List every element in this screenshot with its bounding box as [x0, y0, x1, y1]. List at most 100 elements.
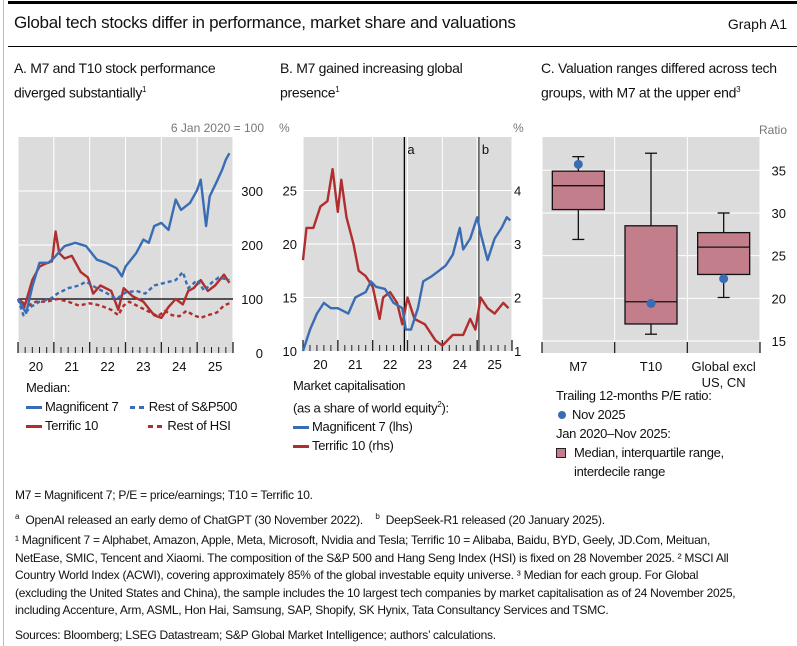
panel-b-x-tick-label: 23 [418, 357, 432, 372]
legend-item-m7: Magnificent 7 [45, 399, 119, 414]
legend-swatch-hsi [148, 425, 165, 429]
legend-b-subheading: (as a share of world equity [293, 400, 438, 416]
panel-b-x-tick-label: 21 [348, 357, 362, 372]
panel-b-left-unit: % [279, 121, 290, 135]
panel-b-left-tick-label: 15 [283, 291, 297, 306]
legend-swatch-sp500 [129, 406, 146, 410]
footnote-line: ¹ Magnificent 7 = Alphabet, Amazon, Appl… [15, 533, 711, 547]
box-iqr [624, 225, 678, 325]
footnote-ref: 1 [142, 85, 147, 94]
panel-c-y-tick-label: 15 [772, 334, 786, 349]
panel-a-y-tick-label: 0 [256, 346, 263, 361]
footnote-line: including Accenture, Arm, ASML, Hon Hai,… [15, 603, 609, 617]
legend-item-box-cont: interdecile range [574, 464, 666, 479]
panel-a-x-tick-label: 23 [136, 359, 150, 374]
nov-2025-dot [646, 298, 656, 308]
panel-b-right-tick-label: 1 [514, 344, 521, 359]
legend-c-heading: Trailing 12-months P/E ratio: [556, 388, 712, 403]
footnote-ref: 2 [437, 400, 442, 409]
panel-b-x-tick-label: 24 [453, 357, 467, 372]
footnote-ref: 1 [335, 85, 340, 94]
legend-item-nov2025: Nov 2025 [572, 407, 626, 422]
panel-c-y-tick-label: 25 [772, 249, 786, 264]
category-label: M7 [569, 359, 587, 374]
category-label: Global excl [692, 359, 756, 374]
panel-b-x-tick-label: 22 [383, 357, 397, 372]
legend-b-heading: Market capitalisation [293, 378, 406, 393]
note-a: OpenAI released an early demo of ChatGPT… [25, 512, 364, 527]
footnote-line: Country World Index (ACWI), covering app… [15, 568, 699, 582]
header-rule [8, 46, 797, 47]
panel-a-y-tick-label: 100 [241, 292, 263, 307]
note-b: DeepSeek-R1 released (20 January 2025). [385, 512, 605, 527]
frame-border [3, 0, 4, 646]
note-a-mark: a [15, 511, 20, 521]
panel-b-x-tick-label: 25 [487, 357, 501, 372]
legend-c: Trailing 12-months P/E ratio: Nov 2025 J… [556, 386, 724, 481]
panel-b-left-tick-label: 25 [283, 184, 297, 199]
footnotes: M7 = Magnificent 7; P/E = price/earnings… [15, 487, 736, 644]
nov-2025-dot [719, 274, 729, 284]
panel-b-right-unit: % [513, 121, 524, 135]
event-label-a: a [407, 142, 415, 157]
panel-b-x-tick-label: 20 [313, 357, 327, 372]
panel-b-left-tick-label: 10 [283, 344, 297, 359]
footnote-line: NetEase, SMIC, Tencent and Xiaomi. The c… [15, 550, 729, 565]
panel-c-y-tick-label: 20 [772, 291, 786, 306]
panel-b-title-text: B. M7 gained increasing global presence [280, 60, 463, 101]
panel-c-title-text: C. Valuation ranges differed across tech… [541, 60, 777, 101]
series-line-magnificent-7-lhs [301, 216, 512, 352]
abbreviations: M7 = Magnificent 7; P/E = price/earnings… [15, 488, 313, 502]
panel-b-right-tick-label: 2 [514, 291, 521, 306]
top-rule [8, 1, 797, 4]
legend-a-heading: Median: [26, 380, 71, 395]
legend-swatch-m7-lhs [293, 426, 309, 430]
panel-c-unit-label: Ratio [759, 123, 787, 137]
panel-b-right-tick-label: 3 [514, 237, 521, 252]
legend-item-hsi: Rest of HSI [167, 418, 231, 433]
panel-a-x-tick-label: 20 [29, 359, 43, 374]
panel-a-y-tick-label: 300 [241, 184, 263, 199]
panel-c-y-tick-label: 30 [772, 206, 786, 221]
panel-a-title-text: A. M7 and T10 stock performance diverged… [14, 60, 216, 101]
legend-item-sp500: Rest of S&P500 [148, 399, 238, 414]
category-label: T10 [640, 359, 662, 374]
panel-a-x-tick-label: 22 [100, 359, 114, 374]
box-iqr [551, 170, 605, 211]
legend-item-m7-lhs: Magnificent 7 (lhs) [312, 419, 413, 435]
graph-label: Graph A1 [727, 16, 787, 32]
legend-b-subheading-end: ): [441, 400, 450, 416]
note-b-mark: b [375, 511, 380, 521]
panel-a-x-tick-label: 24 [172, 359, 186, 374]
panel-a-unit-label: 6 Jan 2020 = 100 [171, 121, 264, 135]
category-label: US, CN [702, 375, 746, 390]
graph-title: Global tech stocks differ in performance… [14, 13, 516, 32]
event-label-b: b [482, 142, 489, 157]
panel-b-left-tick-label: 20 [283, 237, 297, 252]
footnote-ref: 3 [736, 85, 741, 94]
nov-2025-dot [573, 159, 583, 169]
legend-swatch-t10-rhs [293, 445, 309, 449]
sources: Sources: Bloomberg; LSEG Datastream; S&P… [15, 627, 496, 642]
legend-item-t10: Terrific 10 [45, 418, 99, 433]
series-line-terrific-10-rhs [301, 167, 510, 347]
panel-b-right-tick-label: 4 [514, 184, 521, 199]
legend-swatch-t10 [26, 425, 42, 429]
panel-a-x-tick-label: 25 [208, 359, 222, 374]
legend-c-subheading: Jan 2020–Nov 2025: [556, 426, 671, 441]
panel-a-title: A. M7 and T10 stock performance diverged… [14, 58, 254, 104]
series-line-rest-of-s-p500 [16, 270, 230, 317]
panel-a-x-tick-label: 21 [65, 359, 79, 374]
legend-item-box: Median, interquartile range, [574, 445, 724, 460]
footnote-line: (excluding the United States and China),… [15, 585, 736, 600]
panel-b-title: B. M7 gained increasing global presence1 [280, 58, 505, 104]
series-line-magnificent-7 [16, 152, 231, 315]
legend-b: Market capitalisation (as a share of wor… [293, 376, 449, 455]
panel-c-title: C. Valuation ranges differed across tech… [541, 58, 781, 104]
dot-marker-icon [558, 411, 566, 419]
series-line-rest-of-hsi [17, 297, 230, 320]
box-marker-icon [556, 448, 566, 458]
panel-a-y-tick-label: 200 [241, 238, 263, 253]
